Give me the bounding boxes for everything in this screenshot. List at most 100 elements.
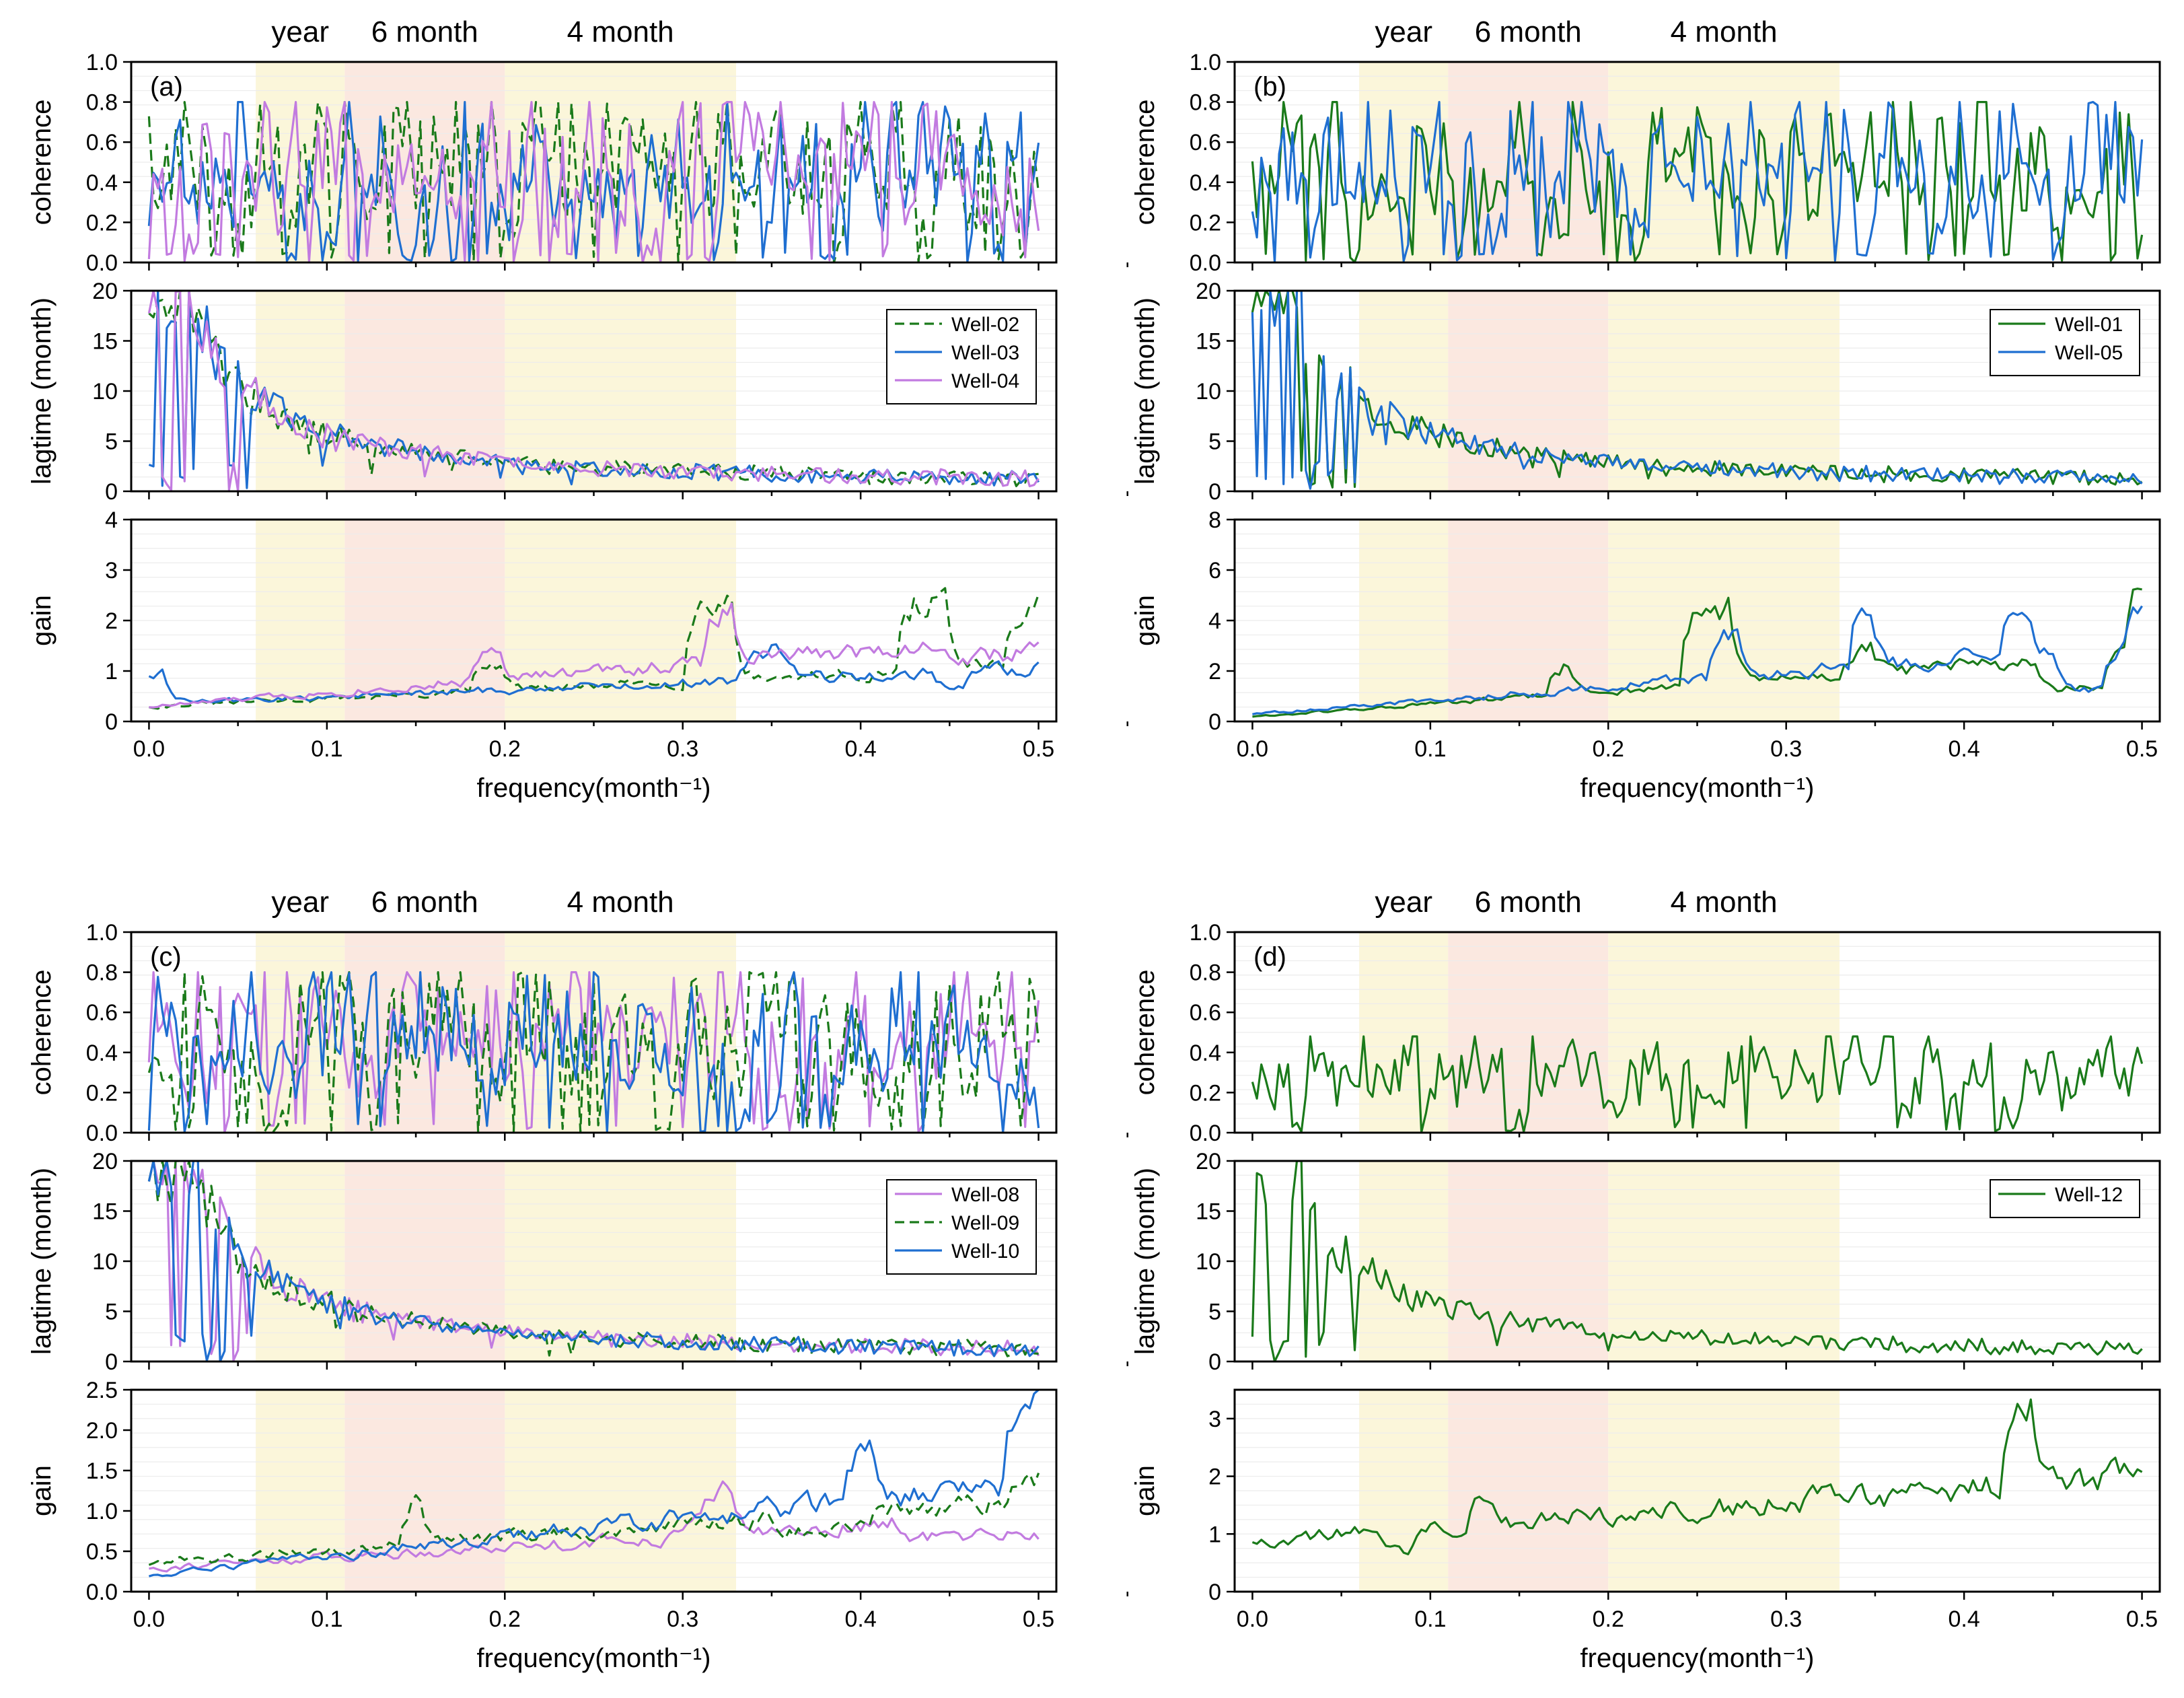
series-line-well-12 xyxy=(1251,1398,2143,1555)
y-axis-title: coherence xyxy=(27,100,57,225)
series-line-well-01 xyxy=(1251,101,2144,262)
subplot-coherence: 0.0 0.2 0.4 0.6 0.8 1.0 coherence (d) xyxy=(1130,920,2161,1146)
x-tick-label: 0.4 xyxy=(845,736,877,762)
y-tick-label: 3 xyxy=(1208,1407,1221,1432)
y-tick-label: 1.0 xyxy=(86,920,118,946)
subplot-gain: 0 1 2 3 4 gain 0.0 0.1 0.2 0.3 0.4 0.5 frequency(mon… xyxy=(27,507,1129,803)
y-tick-label: 5 xyxy=(1208,429,1221,455)
y-tick-label: 1.0 xyxy=(86,1499,118,1524)
series-line-well-10 xyxy=(148,1390,1040,1578)
y-axis-title: lagtime (month) xyxy=(1130,297,1160,485)
y-tick-label: 5 xyxy=(1208,1300,1221,1325)
band-label: year xyxy=(271,886,329,919)
y-tick-label: 8 xyxy=(1208,507,1221,533)
y-tick-label: 10 xyxy=(1196,379,1221,404)
y-axis-title: gain xyxy=(27,1465,57,1516)
y-tick-label: 0.2 xyxy=(1190,1080,1221,1106)
x-tick-label: 0.0 xyxy=(133,1606,165,1632)
band-label: 6 month xyxy=(1475,886,1582,919)
y-tick-label: 10 xyxy=(92,1249,118,1275)
series-line-well-10 xyxy=(147,970,1040,1133)
band-label: 4 month xyxy=(567,15,674,48)
y-tick-label: 1 xyxy=(1208,1522,1221,1547)
series-line-well-12 xyxy=(1251,1035,2144,1133)
subplot-gain: 0 2 4 6 8 gain 0.0 0.1 0.2 0.3 0.4 0.5 frequency(mon… xyxy=(1130,507,2161,803)
y-tick-label: 20 xyxy=(92,1149,118,1174)
legend-label: Well-10 xyxy=(951,1240,1019,1263)
x-tick-label: 0.2 xyxy=(489,1606,521,1632)
x-tick-label: 0.1 xyxy=(311,1606,342,1632)
panel-d: year 6 month 4 month 0.0 0.2 0.4 0.6 0.8 1.0 cohe… xyxy=(1130,886,2161,1673)
y-tick-label: 2.0 xyxy=(86,1418,118,1444)
band-label: year xyxy=(1375,886,1432,919)
y-tick-label: 0.6 xyxy=(1190,1000,1221,1026)
y-tick-label: 0 xyxy=(1208,1349,1221,1375)
y-tick-label: 0 xyxy=(1208,709,1221,735)
y-tick-label: 2 xyxy=(105,608,118,634)
x-tick-label: 0.5 xyxy=(1023,1606,1054,1632)
legend: Well-02 Well-03 Well-04 xyxy=(886,309,1037,404)
y-tick-label: 3 xyxy=(105,558,118,583)
y-tick-label: 2.5 xyxy=(86,1378,118,1403)
legend-label: Well-01 xyxy=(2055,314,2123,336)
x-tick-label: 0.3 xyxy=(1770,736,1802,762)
y-tick-label: 4 xyxy=(105,507,118,533)
y-tick-label: 20 xyxy=(1196,1149,1221,1174)
y-tick-label: 2 xyxy=(1208,1464,1221,1490)
panel-tag: (b) xyxy=(1253,72,1286,102)
legend-label: Well-04 xyxy=(951,370,1019,392)
y-tick-label: 0.2 xyxy=(1190,210,1221,236)
y-tick-label: 0 xyxy=(105,1349,118,1375)
legend-label: Well-12 xyxy=(2055,1184,2123,1206)
y-tick-label: 0.8 xyxy=(86,960,118,986)
legend-label: Well-08 xyxy=(951,1184,1019,1206)
y-axis-title: lagtime (month) xyxy=(27,1168,57,1355)
x-tick-label: 0.2 xyxy=(489,736,521,762)
y-tick-label: 1 xyxy=(105,659,118,684)
y-axis-title: coherence xyxy=(27,970,57,1096)
subplot-coherence: 0.0 0.2 0.4 0.6 0.8 1.0 coherence (c) xyxy=(27,920,1129,1146)
panel-tag: (a) xyxy=(150,72,183,102)
band-label: 4 month xyxy=(567,886,674,919)
y-tick-label: 0.4 xyxy=(86,170,118,196)
y-tick-label: 0.8 xyxy=(1190,960,1221,986)
series-line-well-12 xyxy=(1251,1161,2143,1361)
x-tick-label: 0.1 xyxy=(1414,736,1446,762)
panel-c: year 6 month 4 month 0.0 0.2 0.4 0.6 0.8 1.0 cohe… xyxy=(27,886,1129,1673)
y-tick-label: 0.4 xyxy=(1190,1040,1221,1066)
y-tick-label: 0.0 xyxy=(86,1121,118,1146)
x-axis-title: frequency(month⁻¹) xyxy=(477,1643,711,1673)
legend-label: Well-09 xyxy=(951,1212,1019,1234)
y-tick-label: 10 xyxy=(1196,1249,1221,1275)
y-tick-label: 4 xyxy=(1208,608,1221,634)
y-tick-label: 0 xyxy=(1208,1580,1221,1605)
y-tick-label: 0 xyxy=(1208,479,1221,505)
series-line-well-04 xyxy=(147,291,1040,491)
y-tick-label: 0.0 xyxy=(86,1580,118,1605)
y-axis-title: gain xyxy=(1130,595,1160,646)
y-tick-label: 1.0 xyxy=(86,50,118,75)
y-tick-label: 15 xyxy=(92,1199,118,1225)
y-tick-label: 10 xyxy=(92,379,118,404)
y-tick-label: 0.8 xyxy=(86,90,118,116)
series-line-well-01 xyxy=(1252,588,2142,718)
x-tick-label: 0.5 xyxy=(2126,1606,2158,1632)
x-tick-label: 0.0 xyxy=(1237,1606,1268,1632)
x-tick-label: 0.1 xyxy=(1414,1606,1446,1632)
band-label: year xyxy=(271,15,329,48)
series-line-well-04 xyxy=(149,602,1040,709)
series-line-well-09 xyxy=(147,970,1040,1133)
series-line-well-10 xyxy=(147,1161,1040,1361)
y-axis-title: gain xyxy=(1130,1465,1160,1516)
y-tick-label: 0 xyxy=(105,709,118,735)
band-label: 6 month xyxy=(1475,15,1582,48)
y-tick-label: 6 xyxy=(1208,558,1221,583)
y-tick-label: 1.5 xyxy=(86,1458,118,1484)
legend-label: Well-05 xyxy=(2055,342,2123,364)
x-tick-label: 0.4 xyxy=(1949,736,1980,762)
y-tick-label: 5 xyxy=(105,1300,118,1325)
legend: Well-08 Well-09 Well-10 xyxy=(886,1179,1037,1275)
band-label: 4 month xyxy=(1671,886,1778,919)
